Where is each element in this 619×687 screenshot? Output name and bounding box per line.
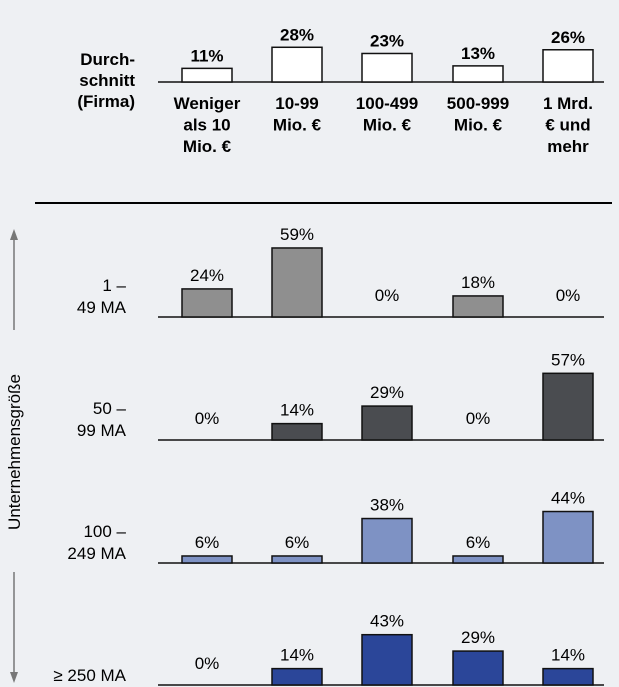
- bar: [271, 422, 323, 441]
- category-label: mehr: [547, 137, 589, 156]
- bar-value-label: 6%: [466, 533, 491, 552]
- category-label: Mio. €: [363, 116, 412, 135]
- row-label: 100 –: [83, 522, 126, 541]
- bar: [181, 288, 233, 318]
- category-label: Mio. €: [183, 137, 232, 156]
- bar-value-label: 29%: [461, 628, 495, 647]
- category-label: 1 Mrd.: [543, 94, 593, 113]
- bar: [452, 555, 504, 564]
- bar-value-label: 59%: [280, 225, 314, 244]
- average-value-label: 23%: [370, 31, 404, 50]
- average-bar: [271, 46, 323, 83]
- bar-value-label: 14%: [280, 646, 314, 665]
- bar-value-label: 0%: [556, 286, 581, 305]
- bar-value-label: 0%: [195, 654, 220, 673]
- row-label: 50 –: [93, 399, 127, 418]
- average-bar: [181, 67, 233, 83]
- y-axis-label: Unternehmensgröße: [5, 374, 24, 530]
- bar: [361, 517, 413, 564]
- bar: [542, 667, 594, 686]
- category-label: als 10: [183, 116, 230, 135]
- average-bar: [452, 65, 504, 83]
- category-label: Mio. €: [454, 116, 503, 135]
- bar-value-label: 44%: [551, 489, 585, 508]
- average-value-label: 13%: [461, 44, 495, 63]
- average-row-label: Durch-: [80, 50, 135, 69]
- category-label: € und: [545, 116, 590, 135]
- bar: [361, 633, 413, 686]
- average-value-label: 28%: [280, 25, 314, 44]
- bar-value-label: 29%: [370, 383, 404, 402]
- bar-value-label: 14%: [280, 401, 314, 420]
- bar: [542, 510, 594, 564]
- bar-value-label: 0%: [466, 409, 491, 428]
- bar-value-label: 18%: [461, 273, 495, 292]
- bar-value-label: 57%: [551, 350, 585, 369]
- row-label: 99 MA: [77, 421, 127, 440]
- category-label: Weniger: [174, 94, 241, 113]
- average-row-label: schnitt: [79, 71, 135, 90]
- bar: [452, 295, 504, 318]
- category-label: Mio. €: [273, 116, 322, 135]
- bar: [271, 555, 323, 564]
- average-row-label: (Firma): [77, 92, 135, 111]
- bar-value-label: 0%: [375, 286, 400, 305]
- bar-value-label: 14%: [551, 646, 585, 665]
- category-label: 10-99: [275, 94, 318, 113]
- row-label: 249 MA: [67, 544, 126, 563]
- bar-value-label: 43%: [370, 612, 404, 631]
- bar-value-label: 0%: [195, 409, 220, 428]
- axis-arrow-up-icon: [10, 229, 18, 240]
- bar-value-label: 24%: [190, 266, 224, 285]
- average-bar: [361, 52, 413, 83]
- average-value-label: 11%: [190, 46, 223, 65]
- row-label: 1 –: [102, 276, 126, 295]
- bar-value-label: 6%: [195, 533, 220, 552]
- average-value-label: 26%: [551, 28, 585, 47]
- bar: [271, 247, 323, 318]
- bar: [361, 405, 413, 441]
- bar: [542, 372, 594, 441]
- row-label: 49 MA: [77, 298, 127, 317]
- category-label: 500-999: [447, 94, 509, 113]
- bar-value-label: 6%: [285, 533, 310, 552]
- average-bar: [542, 49, 594, 83]
- bar-value-label: 38%: [370, 496, 404, 515]
- bar: [452, 650, 504, 686]
- row-label: ≥ 250 MA: [53, 666, 126, 685]
- category-label: 100-499: [356, 94, 418, 113]
- bar: [271, 667, 323, 686]
- bar: [181, 555, 233, 564]
- axis-arrow-down-icon: [10, 672, 18, 683]
